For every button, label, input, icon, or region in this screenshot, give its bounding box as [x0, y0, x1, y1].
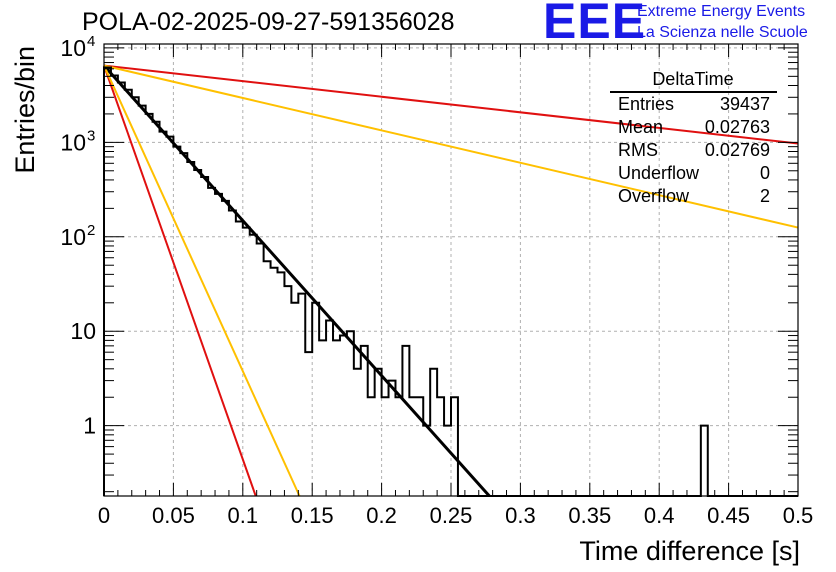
x-tick-label: 0.35 [568, 503, 611, 528]
curve-orange-steep [103, 65, 301, 497]
x-tick-label: 0.05 [152, 503, 195, 528]
x-tick-label: 0.1 [228, 503, 259, 528]
stats-name: DeltaTime [652, 69, 733, 89]
y-axis-label: Entries/bin [10, 46, 40, 174]
stats-label: Entries [618, 94, 674, 114]
curve-orange-shallow [103, 64, 799, 229]
y-tick-label: 1 [83, 413, 96, 439]
y-tick-label: 10 [60, 224, 86, 250]
chart-title: POLA-02-2025-09-27-591356028 [82, 8, 455, 36]
grid [104, 44, 798, 496]
x-axis-label: Time difference [s] [579, 536, 800, 566]
eee-logo: EEE [543, 0, 647, 49]
x-tick-label: 0 [98, 503, 110, 528]
y-tick-exponent: 2 [87, 222, 95, 239]
y-tick-exponent: 4 [87, 33, 95, 50]
x-tick-label: 0.5 [783, 503, 814, 528]
x-tick-label: 0.4 [644, 503, 675, 528]
ticks [103, 44, 799, 496]
stats-label: Mean [618, 117, 663, 137]
stats-label: RMS [618, 140, 658, 160]
curve-fit [102, 64, 491, 498]
y-tick-label: 10 [60, 129, 86, 155]
x-tick-label: 0.25 [430, 503, 473, 528]
stats-value: 39437 [720, 94, 770, 114]
curve-red-steep [103, 65, 257, 497]
y-tick-exponent: 3 [87, 127, 95, 144]
stats-value: 0.02763 [705, 117, 770, 137]
x-tick-labels: 0 0.05 0.1 0.15 0.2 0.25 0.3 0.35 0.4 0.45 0.5 [98, 503, 813, 528]
x-tick-label: 0.3 [505, 503, 536, 528]
logo-line-2: La Scienza nelle Scuole [637, 24, 808, 41]
stats-value: 2 [760, 186, 770, 206]
y-tick-label: 10 [70, 318, 96, 344]
x-tick-label: 0.45 [707, 503, 750, 528]
stats-label: Overflow [618, 186, 690, 206]
stats-box: DeltaTime Entries 39437 Mean 0.02763 RMS… [610, 69, 777, 206]
x-tick-label: 0.15 [291, 503, 334, 528]
stats-value: 0.02769 [705, 140, 770, 160]
x-tick-label: 0.2 [366, 503, 397, 528]
y-tick-label: 10 [60, 35, 86, 61]
stats-label: Underflow [618, 163, 700, 183]
curve-red-shallow [103, 64, 799, 145]
logo-line-1: Extreme Energy Events [637, 3, 806, 20]
stats-value: 0 [760, 163, 770, 183]
